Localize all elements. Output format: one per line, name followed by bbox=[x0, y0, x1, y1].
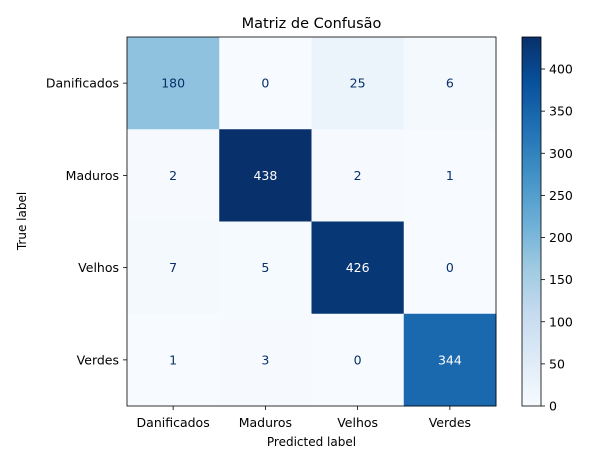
cell-value-label: 2 bbox=[354, 168, 362, 183]
colorbar-ticks: 0 50 100 150 200 250 300 350 400 bbox=[541, 62, 573, 414]
heatmap-cell bbox=[219, 37, 312, 130]
cell-value-label: 2 bbox=[169, 168, 177, 183]
cell-value-label: 438 bbox=[253, 168, 277, 183]
colorbar-tick-label: 0 bbox=[549, 399, 557, 414]
colorbar-gradient bbox=[521, 36, 542, 407]
heatmap-cell bbox=[127, 129, 220, 222]
heatmap-cell bbox=[127, 37, 220, 130]
colorbar: 0 50 100 150 200 250 300 350 400 bbox=[521, 36, 573, 414]
y-tick-label: Verdes bbox=[77, 352, 119, 367]
cell-value-label: 6 bbox=[446, 76, 454, 91]
y-tick-label: Danificados bbox=[46, 76, 119, 91]
cell-value-label: 1 bbox=[169, 352, 177, 367]
heatmap-cell-labels: 180 0 25 6 2 438 2 1 7 5 426 0 1 3 0 344 bbox=[161, 76, 462, 368]
colorbar-tick-label: 300 bbox=[549, 146, 573, 161]
heatmap-cell bbox=[403, 37, 497, 130]
x-tick-label: Maduros bbox=[239, 415, 292, 430]
cell-value-label: 0 bbox=[261, 76, 269, 91]
heatmap-cell bbox=[311, 37, 405, 130]
heatmap-cell bbox=[311, 221, 405, 315]
cell-value-label: 0 bbox=[354, 352, 362, 367]
heatmap-cell bbox=[127, 313, 220, 407]
cell-value-label: 426 bbox=[346, 260, 370, 275]
heatmap-cells bbox=[127, 37, 497, 407]
colorbar-tick-label: 100 bbox=[549, 314, 573, 329]
colorbar-tick-label: 150 bbox=[549, 272, 573, 287]
heatmap-cell bbox=[127, 221, 220, 315]
x-tick-label: Verdes bbox=[429, 415, 471, 430]
colorbar-tick-label: 200 bbox=[549, 230, 573, 245]
heatmap-cell bbox=[403, 129, 497, 222]
heatmap-cell bbox=[311, 129, 405, 222]
heatmap-cell bbox=[219, 313, 312, 407]
heatmap-cell bbox=[311, 313, 405, 407]
x-tick-label: Danificados bbox=[137, 415, 210, 430]
cell-value-label: 180 bbox=[161, 76, 185, 91]
plot-frame bbox=[126, 36, 497, 407]
heatmap-cell bbox=[219, 129, 312, 222]
y-axis-label: True label bbox=[15, 192, 29, 251]
x-tick-label: Velhos bbox=[337, 415, 378, 430]
chart-title: Matriz de Confusão bbox=[242, 16, 382, 32]
y-tick-label: Velhos bbox=[78, 260, 119, 275]
cell-value-label: 3 bbox=[261, 352, 269, 367]
cell-value-label: 25 bbox=[350, 76, 366, 91]
cell-value-label: 5 bbox=[261, 260, 269, 275]
x-axis-label: Predicted label bbox=[267, 435, 356, 449]
heatmap-cell bbox=[403, 221, 497, 315]
colorbar-tick-label: 400 bbox=[549, 62, 573, 77]
cell-value-label: 7 bbox=[169, 260, 177, 275]
cell-value-label: 344 bbox=[438, 352, 462, 367]
colorbar-tick-label: 350 bbox=[549, 104, 573, 119]
heatmap-cell bbox=[219, 221, 312, 315]
cell-value-label: 1 bbox=[446, 168, 454, 183]
colorbar-tick-label: 250 bbox=[549, 188, 573, 203]
cell-value-label: 0 bbox=[446, 260, 454, 275]
y-tick-label: Maduros bbox=[66, 168, 119, 183]
colorbar-tick-label: 50 bbox=[549, 356, 565, 371]
heatmap-cell bbox=[403, 313, 497, 407]
y-axis-ticks: Danificados Maduros Velhos Verdes bbox=[46, 76, 127, 367]
x-axis-ticks: Danificados Maduros Velhos Verdes bbox=[137, 406, 471, 430]
